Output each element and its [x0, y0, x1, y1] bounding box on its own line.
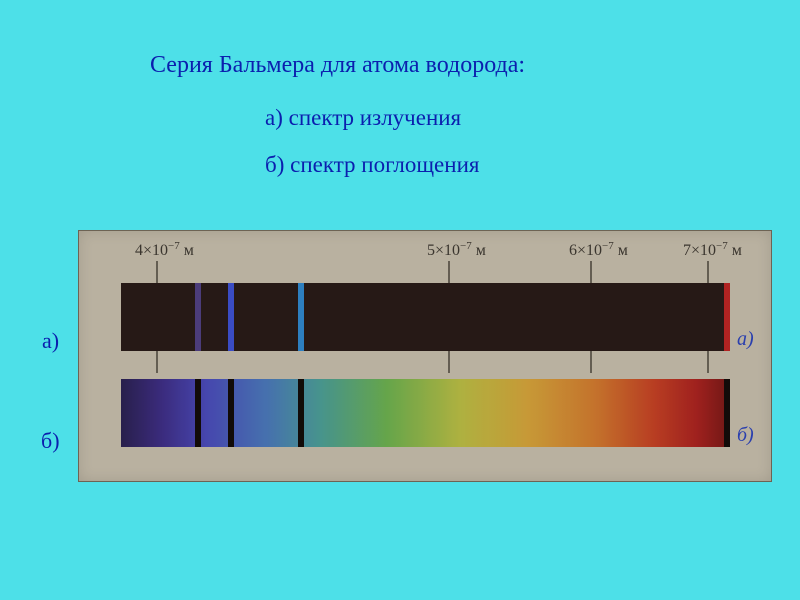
- slide-title: Серия Бальмера для атома водорода:: [150, 52, 525, 79]
- absorption-line: [298, 379, 304, 447]
- emission-line: [298, 283, 304, 351]
- outer-label-a: а): [42, 328, 59, 354]
- absorption-line: [228, 379, 234, 447]
- subtitle-emission: а) спектр излучения: [265, 105, 461, 131]
- axis-tick-label: 4×10−7 м: [135, 240, 194, 259]
- axis-tick-label: 6×10−7 м: [569, 240, 628, 259]
- absorption-line: [195, 379, 201, 447]
- emission-line: [228, 283, 234, 351]
- spectrum-svg: 4×10−7 м 5×10−7 м 6×10−7 м 7×10−7 м а) б): [79, 231, 771, 481]
- inner-letter-a: а): [737, 328, 754, 350]
- inner-letter-b: б): [737, 424, 754, 446]
- absorption-line: [724, 379, 730, 447]
- slide: Серия Бальмера для атома водорода: а) сп…: [0, 0, 800, 600]
- spectrum-figure: 4×10−7 м 5×10−7 м 6×10−7 м 7×10−7 м а) б): [78, 230, 772, 482]
- absorption-strip-shade: [121, 379, 727, 447]
- outer-label-b: б): [41, 428, 60, 454]
- axis-tick-label: 5×10−7 м: [427, 240, 486, 259]
- emission-strip-overlay: [121, 283, 727, 351]
- emission-line: [195, 283, 201, 351]
- subtitle-absorption: б) спектр поглощения: [265, 152, 479, 178]
- axis-tick-label: 7×10−7 м: [683, 240, 742, 259]
- emission-line: [724, 283, 730, 351]
